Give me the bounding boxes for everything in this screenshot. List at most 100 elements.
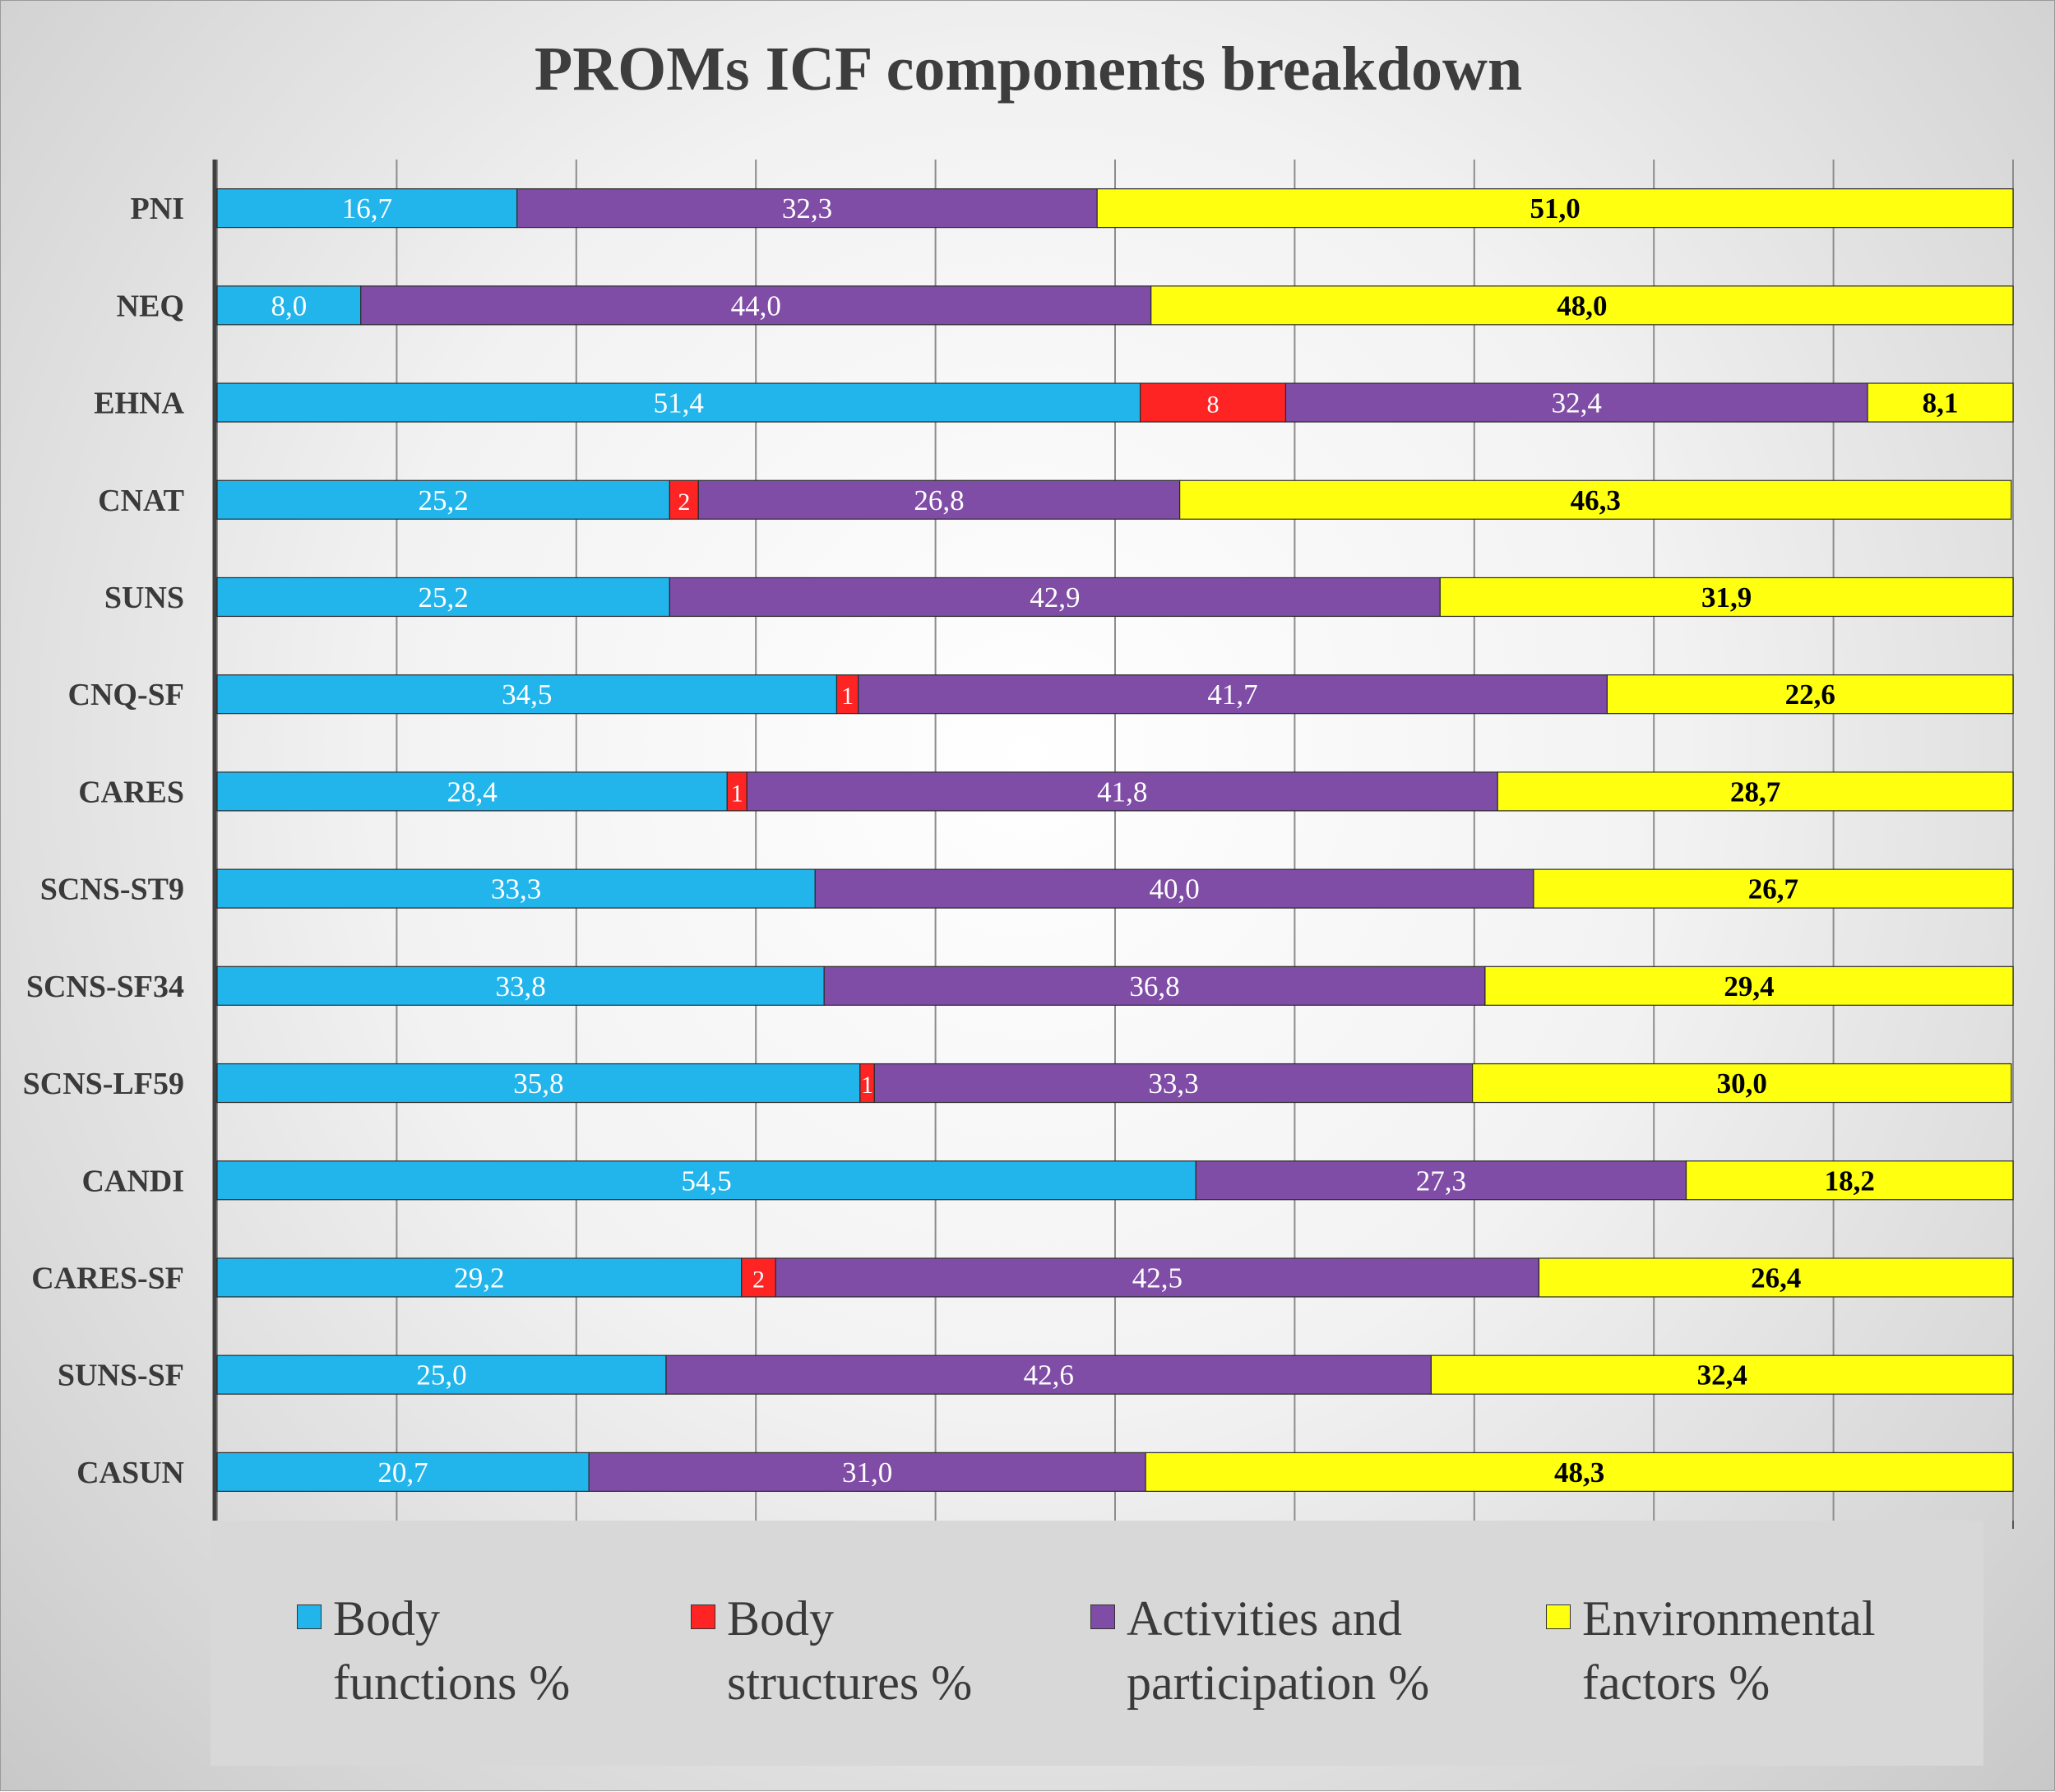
bar-segment bbox=[741, 1257, 776, 1298]
bar-segment bbox=[1484, 965, 2014, 1006]
data-label: 27,3 bbox=[1416, 1165, 1466, 1197]
bar-segment bbox=[1179, 479, 2012, 520]
data-label: 40,0 bbox=[1149, 873, 1199, 905]
bar-segment bbox=[216, 285, 362, 326]
data-label: 35,8 bbox=[513, 1067, 563, 1100]
category-label: CARES bbox=[78, 775, 184, 809]
chart-title: PROMs ICF components breakdown bbox=[534, 35, 1523, 104]
data-label: 20,7 bbox=[377, 1456, 428, 1489]
legend-item-body-structures: Body structures % bbox=[691, 1586, 972, 1715]
data-label: 8,0 bbox=[271, 289, 307, 322]
bar-segment bbox=[814, 868, 1534, 909]
data-label: 51,4 bbox=[654, 387, 704, 419]
bar-segment bbox=[669, 479, 699, 520]
data-labels: 16,7 32,3 51,0 8,0 44,0 48,0 51,4 8 32,4 8,1 25,2 2… bbox=[271, 192, 1958, 1489]
data-label: 28,4 bbox=[447, 776, 498, 808]
bar-segment bbox=[516, 188, 1098, 229]
data-label: 41,7 bbox=[1207, 678, 1257, 711]
data-label: 30,0 bbox=[1717, 1067, 1767, 1100]
legend-swatch-body-structures bbox=[691, 1604, 715, 1629]
data-label: 42,9 bbox=[1030, 581, 1080, 614]
legend-swatch-environmental-factors bbox=[1546, 1604, 1571, 1629]
data-label: 42,5 bbox=[1132, 1262, 1183, 1294]
bar-segment bbox=[746, 771, 1498, 812]
data-label: 41,8 bbox=[1097, 776, 1147, 808]
bar-segment bbox=[216, 965, 825, 1006]
data-label: 54,5 bbox=[682, 1165, 732, 1197]
data-label: 31,9 bbox=[1701, 581, 1752, 614]
data-label: 48,3 bbox=[1554, 1456, 1604, 1489]
bar-segment bbox=[858, 674, 1608, 715]
category-label: CASUN bbox=[76, 1456, 184, 1490]
bar-segment bbox=[216, 382, 1141, 423]
legend-label-environmental-factors: Environmental factors % bbox=[1582, 1591, 1876, 1710]
data-label: 29,2 bbox=[454, 1262, 504, 1294]
category-label: CNAT bbox=[98, 484, 184, 518]
category-label: SUNS-SF bbox=[58, 1359, 184, 1393]
data-label: 2 bbox=[752, 1266, 765, 1293]
category-label: CNQ-SF bbox=[68, 678, 184, 712]
data-label: 33,3 bbox=[491, 873, 541, 905]
legend-label-body-structures: Body structures % bbox=[727, 1591, 973, 1710]
legend-item-body-functions: Body functions % bbox=[297, 1586, 570, 1715]
legend-item-environmental-factors: Environmental factors % bbox=[1546, 1586, 1876, 1715]
data-label: 33,8 bbox=[495, 970, 545, 1003]
data-label: 33,3 bbox=[1148, 1067, 1198, 1100]
bar-segment bbox=[1685, 1160, 2014, 1201]
bar-segment bbox=[1430, 1354, 2014, 1395]
bar-segment bbox=[1472, 1063, 2012, 1104]
bars bbox=[216, 188, 2014, 1492]
data-label: 31,0 bbox=[842, 1456, 892, 1489]
bar-segment bbox=[775, 1257, 1540, 1298]
legend-swatch-body-functions bbox=[297, 1604, 322, 1629]
data-label: 29,4 bbox=[1724, 970, 1774, 1003]
bar-segment bbox=[1439, 576, 2014, 618]
bar-segment bbox=[1538, 1257, 2014, 1298]
category-label: NEQ bbox=[117, 289, 184, 323]
bar-segment bbox=[1533, 868, 2014, 909]
data-label: 18,2 bbox=[1825, 1165, 1875, 1197]
legend-item-activities-participation: Activities and participation % bbox=[1090, 1586, 1429, 1715]
category-label: SCNS-SF34 bbox=[26, 970, 184, 1004]
legend-label-activities-participation: Activities and participation % bbox=[1127, 1591, 1430, 1710]
category-label: PNI bbox=[131, 192, 184, 226]
bar-segment bbox=[216, 1452, 590, 1492]
data-label: 26,7 bbox=[1748, 873, 1798, 905]
category-label: SCNS-ST9 bbox=[40, 873, 184, 907]
bar-segment bbox=[1096, 188, 2014, 229]
bar-segment bbox=[216, 674, 838, 715]
category-label: SCNS-LF59 bbox=[23, 1067, 184, 1101]
data-label: 25,2 bbox=[419, 484, 469, 516]
data-label: 25,0 bbox=[416, 1359, 466, 1391]
bar-segment bbox=[697, 479, 1181, 520]
data-label: 8,1 bbox=[1923, 387, 1959, 419]
bar-segment bbox=[1150, 285, 2014, 326]
bar-segment bbox=[1867, 382, 2014, 423]
bar-segment bbox=[216, 188, 518, 229]
data-label: 34,5 bbox=[502, 678, 552, 711]
data-label: 28,7 bbox=[1730, 776, 1780, 808]
data-label: 1 bbox=[861, 1072, 873, 1099]
data-label: 26,4 bbox=[1751, 1262, 1801, 1294]
gridlines bbox=[216, 160, 2014, 1529]
bar-segment bbox=[588, 1452, 1146, 1492]
category-label: SUNS bbox=[104, 581, 184, 615]
data-label: 16,7 bbox=[342, 192, 392, 225]
data-label: 42,6 bbox=[1024, 1359, 1074, 1391]
data-label: 36,8 bbox=[1129, 970, 1179, 1003]
bar-segment bbox=[216, 868, 816, 909]
bar-segment bbox=[216, 1354, 667, 1395]
data-label: 32,4 bbox=[1552, 387, 1602, 419]
legend-label-body-functions: Body functions % bbox=[333, 1591, 571, 1710]
bar-segment bbox=[216, 1257, 743, 1298]
category-labels: PNI NEQ EHNA CNAT SUNS CNQ-SF CARES SCNS-ST9 SCN… bbox=[23, 192, 185, 1490]
bar-segment bbox=[1195, 1160, 1687, 1201]
bar-segment bbox=[1497, 771, 2014, 812]
data-label: 22,6 bbox=[1785, 678, 1835, 711]
data-label: 1 bbox=[731, 780, 743, 807]
data-label: 8 bbox=[1207, 391, 1220, 419]
bar-segment bbox=[1284, 382, 1868, 423]
legend: Body functions % Body structures % Activ… bbox=[211, 1521, 1983, 1766]
